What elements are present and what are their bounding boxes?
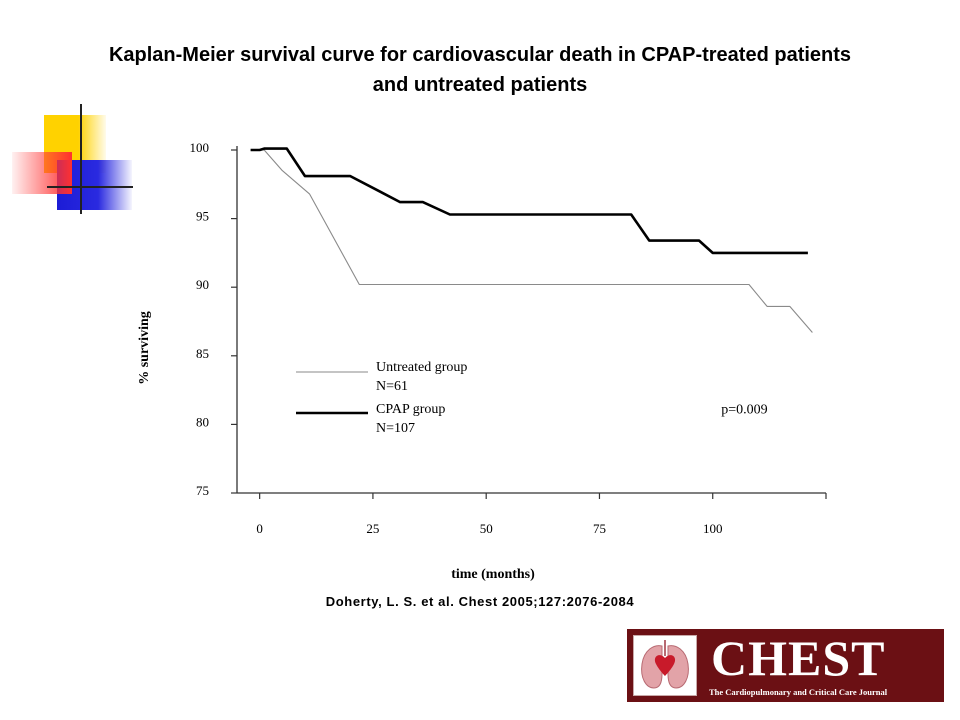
chest-logo-tagline: The Cardiopulmonary and Critical Care Jo…	[709, 687, 888, 697]
decor-horizontal-line	[47, 186, 133, 188]
y-tick-label: 95	[196, 209, 209, 224]
chart-axes	[236, 146, 826, 494]
citation: Doherty, L. S. et al. Chest 2005;127:207…	[325, 594, 635, 609]
y-tick-label: 75	[196, 483, 209, 498]
x-tick-label: 0	[256, 521, 263, 536]
chart-ticks: 75 80 85 90 95 100 0 25 50 75 100	[190, 140, 827, 536]
p-value-annotation: p=0.009	[721, 402, 767, 417]
y-tick-label: 100	[190, 140, 210, 155]
chest-logo: CHEST The Cardiopulmonary and Critical C…	[627, 629, 944, 702]
y-tick-label: 80	[196, 414, 209, 429]
lungs-heart-icon	[633, 635, 697, 696]
series-line-untreated	[250, 149, 813, 333]
chest-logo-word: CHEST	[711, 630, 886, 686]
x-axis-label: time (months)	[451, 567, 535, 582]
decorative-squares	[0, 100, 140, 220]
y-tick-label: 90	[196, 277, 209, 292]
chart-series	[250, 147, 813, 333]
y-axis-label: % surviving	[137, 311, 152, 385]
legend-entry: CPAP group	[376, 402, 445, 417]
legend-entry: Untreated group	[376, 360, 467, 375]
x-tick-label: 25	[366, 521, 379, 536]
decor-vertical-line	[80, 104, 82, 214]
series-line-cpap	[250, 147, 808, 255]
legend-entry-n: N=61	[376, 379, 408, 394]
slide-title-line2: and untreated patients	[372, 74, 588, 96]
slide-title: Kaplan-Meier survival curve for cardiova…	[0, 40, 960, 100]
y-tick-label: 85	[196, 346, 209, 361]
x-tick-label: 50	[480, 521, 493, 536]
x-tick-label: 100	[703, 521, 723, 536]
slide-title-line1: Kaplan-Meier survival curve for cardiova…	[108, 44, 852, 66]
x-tick-label: 75	[593, 521, 606, 536]
legend-entry-n: N=107	[376, 421, 415, 436]
chart-legend: Untreated group N=61 CPAP group N=107	[296, 360, 467, 436]
